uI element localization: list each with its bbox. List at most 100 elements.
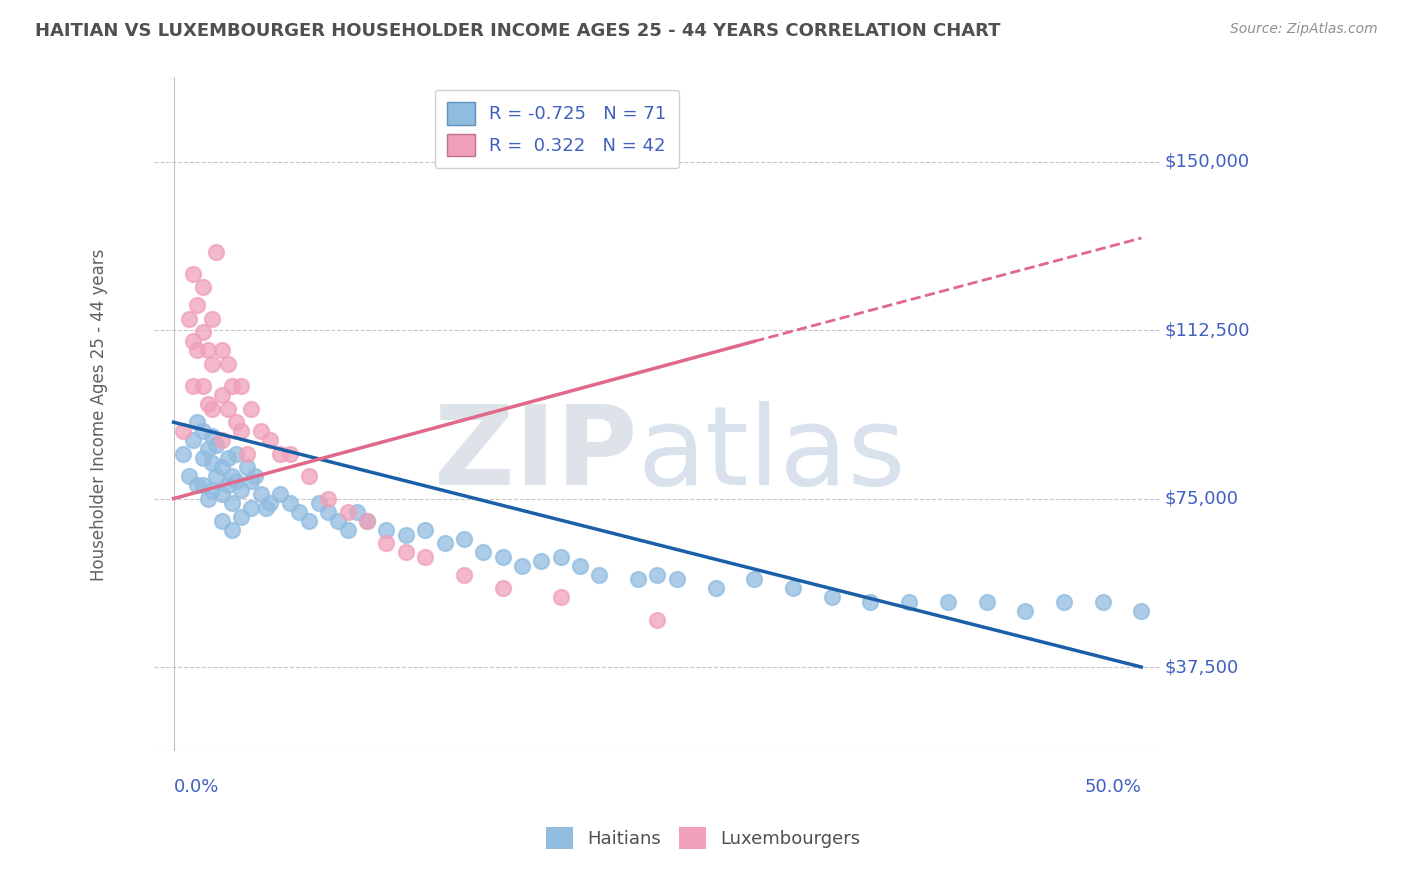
Point [231,379,253,393]
Point [201,456,224,470]
Point [240,401,263,416]
Point [647,613,669,627]
Point [298,514,321,528]
Point [356,514,378,528]
Point [177,469,200,483]
Point [197,491,219,506]
Point [205,469,228,483]
Point [231,509,253,524]
Point [259,496,281,510]
Point [243,469,266,483]
Text: HAITIAN VS LUXEMBOURGER HOUSEHOLDER INCOME AGES 25 - 44 YEARS CORRELATION CHART: HAITIAN VS LUXEMBOURGER HOUSEHOLDER INCO… [35,22,1001,40]
Point [588,568,610,582]
Point [395,545,418,559]
Point [205,244,228,259]
Point [191,451,214,466]
Point [453,568,475,582]
Point [336,505,359,519]
Point [231,483,253,497]
Point [211,343,233,358]
Point [201,428,224,442]
Text: $150,000: $150,000 [1164,153,1250,170]
Point [225,415,247,429]
Point [298,469,321,483]
Point [225,474,247,488]
Point [225,447,247,461]
Text: 50.0%: 50.0% [1084,778,1142,797]
Point [197,343,219,358]
Point [288,505,311,519]
Point [318,491,340,506]
Point [413,549,436,564]
Point [278,496,301,510]
Point [197,397,219,411]
Point [186,415,208,429]
Point [375,536,398,550]
Point [181,334,204,349]
Point [259,433,281,447]
Text: $75,000: $75,000 [1164,490,1239,508]
Point [186,478,208,492]
Point [1014,604,1036,618]
Point [181,267,204,281]
Point [936,595,959,609]
Point [181,379,204,393]
Point [201,357,224,371]
Point [256,500,278,515]
Point [240,474,263,488]
Point [240,500,263,515]
Point [186,343,208,358]
Point [704,582,727,596]
Point [318,505,340,519]
Point [336,523,359,537]
Point [472,545,495,559]
Point [413,523,436,537]
Point [201,311,224,326]
Point [859,595,882,609]
Point [647,568,669,582]
Point [201,401,224,416]
Point [491,549,513,564]
Legend: Haitians, Luxembourgers: Haitians, Luxembourgers [538,820,868,856]
Point [550,591,572,605]
Point [181,433,204,447]
Point [375,523,398,537]
Text: $37,500: $37,500 [1164,658,1239,676]
Text: Source: ZipAtlas.com: Source: ZipAtlas.com [1230,22,1378,37]
Point [782,582,804,596]
Point [197,442,219,457]
Point [221,469,243,483]
Point [177,311,200,326]
Legend: R = -0.725   N = 71, R =  0.322   N = 42: R = -0.725 N = 71, R = 0.322 N = 42 [434,90,679,169]
Point [356,514,378,528]
Point [211,514,233,528]
Point [211,388,233,402]
Point [742,573,765,587]
Point [191,379,214,393]
Point [205,438,228,452]
Point [530,554,553,568]
Point [433,536,456,550]
Point [453,532,475,546]
Point [221,379,243,393]
Point [191,478,214,492]
Point [1091,595,1114,609]
Text: atlas: atlas [637,401,905,508]
Point [326,514,349,528]
Point [395,527,418,541]
Point [172,424,194,438]
Point [236,447,259,461]
Point [217,478,239,492]
Point [249,424,271,438]
Point [186,298,208,312]
Point [249,487,271,501]
Point [1130,604,1153,618]
Point [269,487,291,501]
Point [346,505,368,519]
Point [201,483,224,497]
Point [976,595,998,609]
Point [217,451,239,466]
Point [665,573,688,587]
Point [569,558,592,573]
Point [191,424,214,438]
